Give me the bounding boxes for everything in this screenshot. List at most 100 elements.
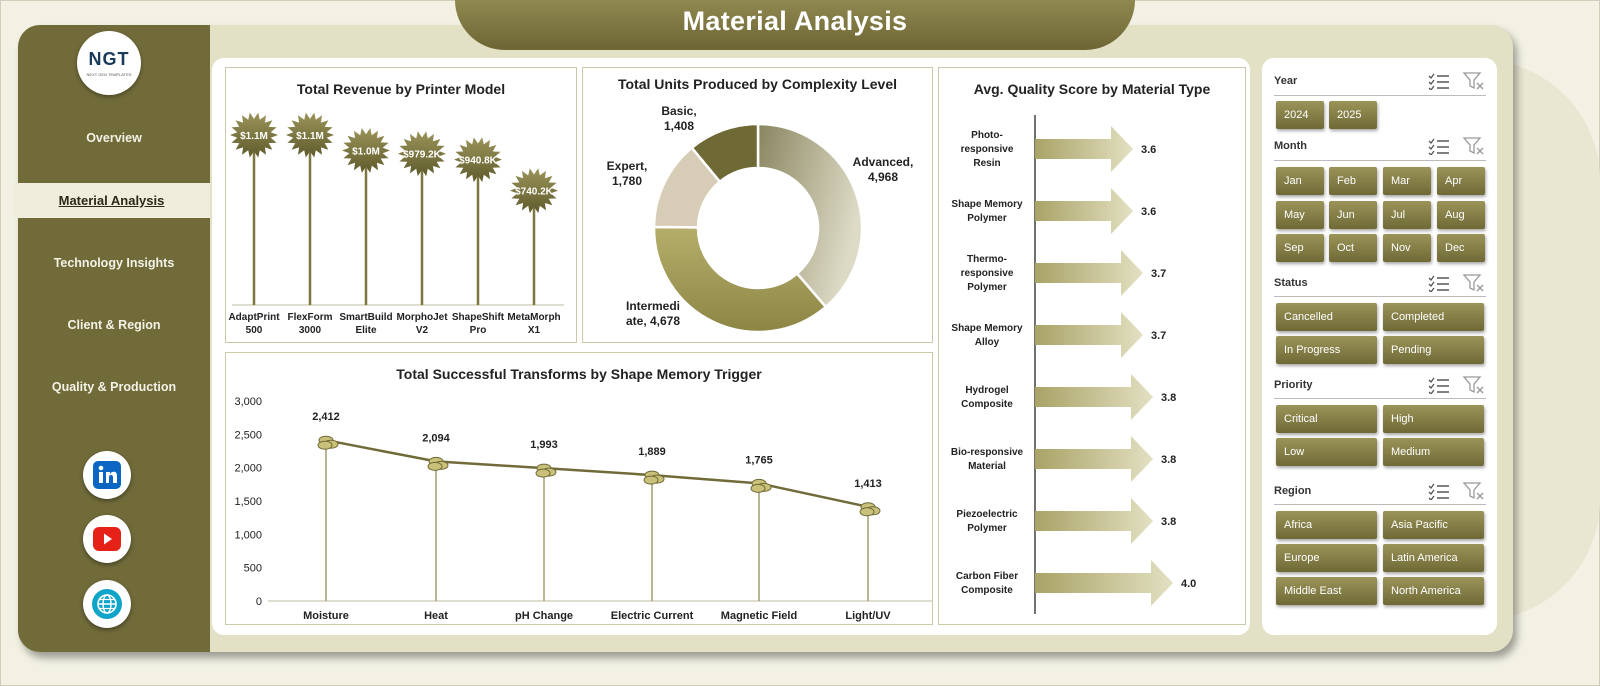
filter-region-asia-pacific[interactable]: Asia Pacific bbox=[1383, 511, 1484, 539]
priority-divider bbox=[1274, 398, 1486, 399]
filter-month-mar[interactable]: Mar bbox=[1383, 167, 1431, 195]
revenue-category-label: FlexForm bbox=[287, 312, 332, 323]
revenue-marker bbox=[510, 168, 558, 214]
youtube-button[interactable] bbox=[83, 515, 131, 563]
transforms-category-label: pH Change bbox=[515, 610, 573, 622]
status-filter-label: Status bbox=[1274, 277, 1308, 289]
revenue-marker bbox=[342, 128, 390, 173]
quality-data-label: 3.8 bbox=[1161, 516, 1176, 528]
quality-chart-panel: Avg. Quality Score by Material Type 3.6 P… bbox=[938, 67, 1246, 625]
year-filter-label: Year bbox=[1274, 75, 1298, 87]
month-multiselect-icon[interactable] bbox=[1428, 137, 1450, 156]
filter-priority-critical[interactable]: Critical bbox=[1276, 405, 1377, 433]
revenue-category-label: MorphoJet bbox=[396, 312, 448, 323]
transforms-line bbox=[325, 438, 869, 509]
quality-chart: 3.6 Photo-responsive Resin 3.6 Shape Memory P… bbox=[951, 115, 1196, 614]
priority-multiselect-icon[interactable] bbox=[1428, 376, 1450, 395]
transforms-y-tick: 500 bbox=[244, 563, 262, 575]
linkedin-icon bbox=[93, 461, 121, 489]
filter-month-oct[interactable]: Oct bbox=[1329, 234, 1377, 262]
filter-month-sep[interactable]: Sep bbox=[1276, 234, 1324, 262]
website-button[interactable] bbox=[83, 580, 131, 628]
nav-client-region[interactable]: Client & Region bbox=[67, 318, 161, 332]
filter-region-europe[interactable]: Europe bbox=[1276, 544, 1377, 572]
region-clear-filter-icon[interactable] bbox=[1462, 482, 1485, 500]
revenue-chart-panel: Total Revenue by Printer Model $1.1M Adap… bbox=[225, 67, 577, 343]
filter-status-completed[interactable]: Completed bbox=[1383, 303, 1484, 331]
filter-priority-medium[interactable]: Medium bbox=[1383, 438, 1484, 466]
quality-bar bbox=[1035, 498, 1153, 544]
filter-month-aug[interactable]: Aug bbox=[1437, 201, 1485, 229]
revenue-chart: $1.1M AdaptPrint 500 $1.1M FlexForm 3000 $1.0M… bbox=[228, 112, 564, 336]
filter-priority-low[interactable]: Low bbox=[1276, 438, 1377, 466]
year-clear-filter-icon[interactable] bbox=[1462, 72, 1485, 90]
status-multiselect-icon[interactable] bbox=[1428, 274, 1450, 293]
transforms-y-tick: 2,500 bbox=[234, 429, 262, 441]
revenue-category-label: Pro bbox=[470, 325, 487, 336]
transforms-marker bbox=[750, 483, 766, 493]
units-data-label: Intermedi bbox=[626, 299, 680, 313]
region-divider bbox=[1274, 504, 1486, 505]
quality-category-label: Polymer bbox=[967, 213, 1007, 224]
quality-data-label: 4.0 bbox=[1181, 578, 1196, 590]
revenue-category-label: V2 bbox=[416, 325, 429, 336]
revenue-category-label: Elite bbox=[355, 325, 377, 336]
transforms-data-label: 1,765 bbox=[745, 454, 773, 466]
filter-status-cancelled[interactable]: Cancelled bbox=[1276, 303, 1377, 331]
quality-data-label: 3.8 bbox=[1161, 392, 1176, 404]
quality-category-label: Shape Memory bbox=[951, 323, 1023, 334]
filter-year-2024[interactable]: 2024 bbox=[1276, 101, 1324, 129]
nav-overview[interactable]: Overview bbox=[86, 131, 142, 145]
quality-bar bbox=[1035, 436, 1153, 482]
units-slice-basic bbox=[690, 122, 760, 184]
year-multiselect-icon[interactable] bbox=[1428, 72, 1450, 91]
filter-region-latin-america[interactable]: Latin America bbox=[1383, 544, 1484, 572]
filter-region-middle-east[interactable]: Middle East bbox=[1276, 577, 1377, 605]
filter-region-north-america[interactable]: North America bbox=[1383, 577, 1484, 605]
month-clear-filter-icon[interactable] bbox=[1462, 137, 1485, 155]
quality-category-label: Hydrogel bbox=[965, 385, 1009, 396]
revenue-data-label: $1.0M bbox=[352, 146, 380, 157]
quality-bar bbox=[1035, 126, 1133, 172]
transforms-chart-panel: Total Successful Transforms by Shape Mem… bbox=[225, 352, 933, 625]
quality-category-label: Bio-responsive bbox=[951, 447, 1024, 458]
nav-technology-insights[interactable]: Technology Insights bbox=[53, 256, 175, 270]
units-chart-title: Total Units Produced by Complexity Level bbox=[617, 76, 897, 92]
priority-clear-filter-icon[interactable] bbox=[1462, 376, 1485, 394]
quality-data-label: 3.6 bbox=[1141, 144, 1156, 156]
month-divider bbox=[1274, 160, 1486, 161]
region-multiselect-icon[interactable] bbox=[1428, 482, 1450, 501]
filter-month-nov[interactable]: Nov bbox=[1383, 234, 1431, 262]
quality-data-label: 3.7 bbox=[1151, 330, 1166, 342]
nav-material-analysis[interactable]: Material Analysis bbox=[13, 183, 210, 218]
filter-month-jun[interactable]: Jun bbox=[1329, 201, 1377, 229]
transforms-data-label: 1,413 bbox=[854, 478, 882, 490]
filter-month-feb[interactable]: Feb bbox=[1329, 167, 1377, 195]
filter-priority-high[interactable]: High bbox=[1383, 405, 1484, 433]
filter-month-jul[interactable]: Jul bbox=[1383, 201, 1431, 229]
status-divider bbox=[1274, 296, 1486, 297]
transforms-category-label: Moisture bbox=[303, 610, 349, 622]
filter-region-africa[interactable]: Africa bbox=[1276, 511, 1377, 539]
transforms-category-label: Heat bbox=[424, 610, 448, 622]
quality-bar bbox=[1035, 560, 1173, 606]
filter-year-2025[interactable]: 2025 bbox=[1329, 101, 1377, 129]
linkedin-button[interactable] bbox=[83, 451, 131, 499]
transforms-chart-title: Total Successful Transforms by Shape Mem… bbox=[396, 366, 762, 382]
transforms-y-tick: 1,500 bbox=[234, 496, 262, 508]
filter-month-dec[interactable]: Dec bbox=[1437, 234, 1485, 262]
filter-month-apr[interactable]: Apr bbox=[1437, 167, 1485, 195]
quality-category-label: Thermo- bbox=[967, 254, 1007, 265]
nav-quality-production[interactable]: Quality & Production bbox=[51, 380, 177, 394]
priority-filter-label: Priority bbox=[1274, 379, 1313, 391]
quality-category-label: Composite bbox=[961, 399, 1013, 410]
filter-status-pending[interactable]: Pending bbox=[1383, 336, 1484, 364]
filter-month-jan[interactable]: Jan bbox=[1276, 167, 1324, 195]
filter-month-may[interactable]: May bbox=[1276, 201, 1324, 229]
filter-status-in-progress[interactable]: In Progress bbox=[1276, 336, 1377, 364]
status-clear-filter-icon[interactable] bbox=[1462, 274, 1485, 292]
revenue-marker bbox=[286, 112, 334, 158]
transforms-chart: 0 500 1,000 1,500 2,000 2,500 3,000 2,412 Moistu… bbox=[234, 396, 932, 622]
revenue-marker bbox=[454, 137, 502, 183]
revenue-data-label: $1.1M bbox=[240, 131, 268, 142]
